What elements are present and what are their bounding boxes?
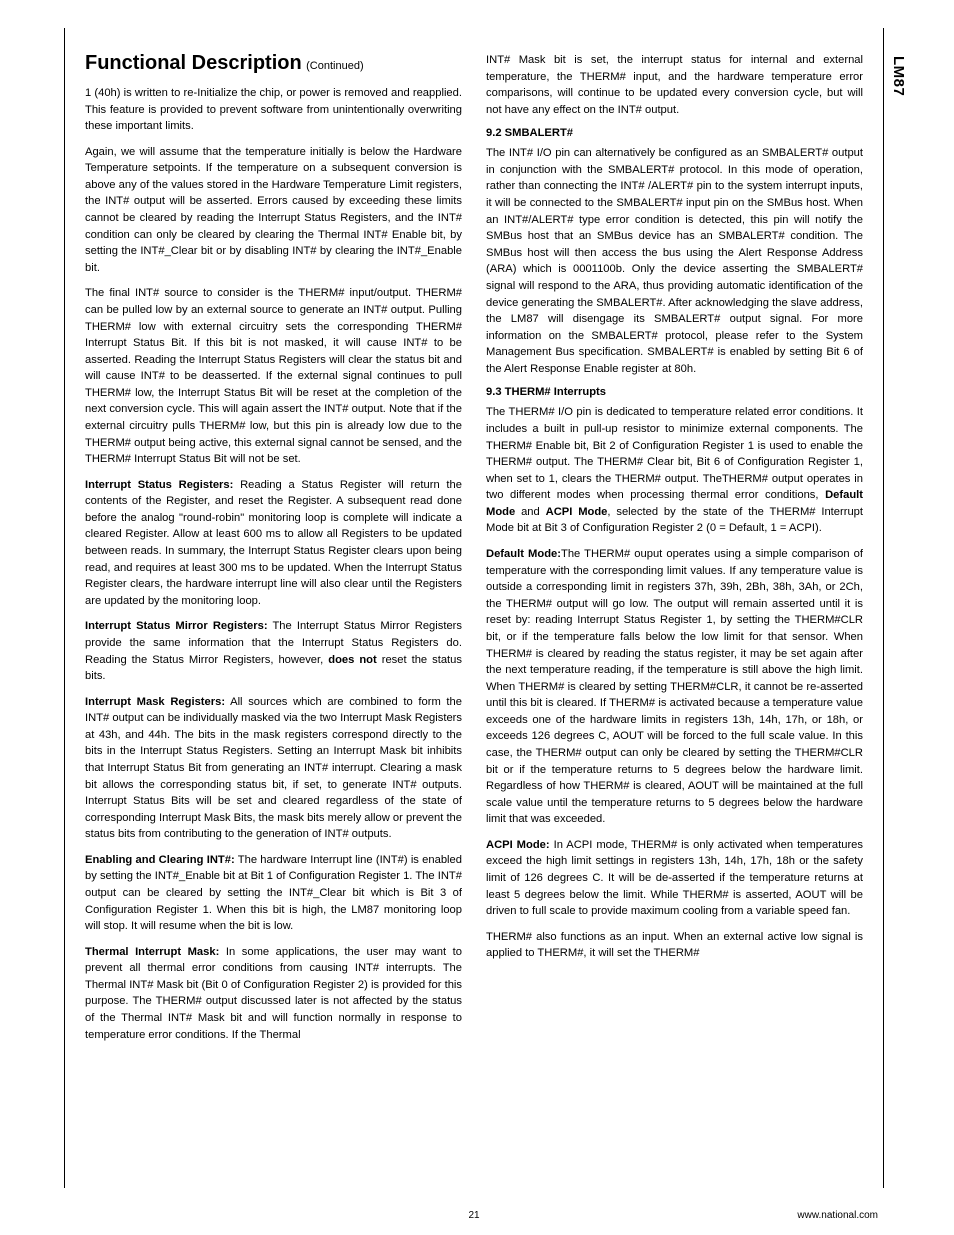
page-footer: 21 www.national.com (64, 1210, 884, 1221)
body-paragraph: THERM# also functions as an input. When … (486, 929, 863, 962)
inline-bold: ACPI Mode (546, 506, 608, 518)
body-paragraph: Enabling and Clearing INT#: The hardware… (85, 852, 462, 935)
body-paragraph: ACPI Mode: In ACPI mode, THERM# is only … (486, 837, 863, 920)
run-in-heading: ACPI Mode: (486, 839, 550, 851)
body-paragraph: The INT# I/O pin can alternatively be co… (486, 145, 863, 377)
subsection-heading: 9.2 SMBALERT# (486, 127, 863, 139)
inline-bold: does not (328, 654, 377, 666)
body-paragraph: Default Mode:The THERM# ouput operates u… (486, 546, 863, 828)
body-paragraph: INT# Mask bit is set, the interrupt stat… (486, 52, 863, 118)
section-title-row: Functional Description (Continued) (85, 52, 462, 75)
body-paragraph: Interrupt Status Mirror Registers: The I… (85, 618, 462, 684)
run-in-heading: Interrupt Status Registers: (85, 479, 233, 491)
run-in-heading: Default Mode: (486, 548, 561, 560)
subsection-heading: 9.3 THERM# Interrupts (486, 386, 863, 398)
section-title: Functional Description (85, 52, 302, 74)
body-paragraph: Interrupt Mask Registers: All sources wh… (85, 694, 462, 843)
continued-label: (Continued) (306, 60, 363, 72)
body-paragraph: Interrupt Status Registers: Reading a St… (85, 477, 462, 610)
body-paragraph: 1 (40h) is written to re-Initialize the … (85, 85, 462, 135)
page-number: 21 (468, 1210, 479, 1221)
right-column: INT# Mask bit is set, the interrupt stat… (486, 52, 863, 1188)
body-paragraph: Thermal Interrupt Mask: In some applicat… (85, 944, 462, 1043)
two-column-layout: Functional Description (Continued) 1 (40… (85, 52, 863, 1188)
left-column: Functional Description (Continued) 1 (40… (85, 52, 462, 1188)
run-in-heading: Interrupt Status Mirror Registers: (85, 620, 268, 632)
run-in-heading: Thermal Interrupt Mask: (85, 946, 219, 958)
part-number-side-label: LM87 (890, 56, 907, 96)
run-in-heading: Enabling and Clearing INT#: (85, 854, 235, 866)
body-paragraph: The final INT# source to consider is the… (85, 285, 462, 467)
footer-url: www.national.com (797, 1210, 878, 1221)
body-paragraph: Again, we will assume that the temperatu… (85, 144, 462, 277)
body-paragraph: The THERM# I/O pin is dedicated to tempe… (486, 404, 863, 537)
page-frame: LM87 Functional Description (Continued) … (64, 28, 884, 1188)
run-in-heading: Interrupt Mask Registers: (85, 696, 225, 708)
